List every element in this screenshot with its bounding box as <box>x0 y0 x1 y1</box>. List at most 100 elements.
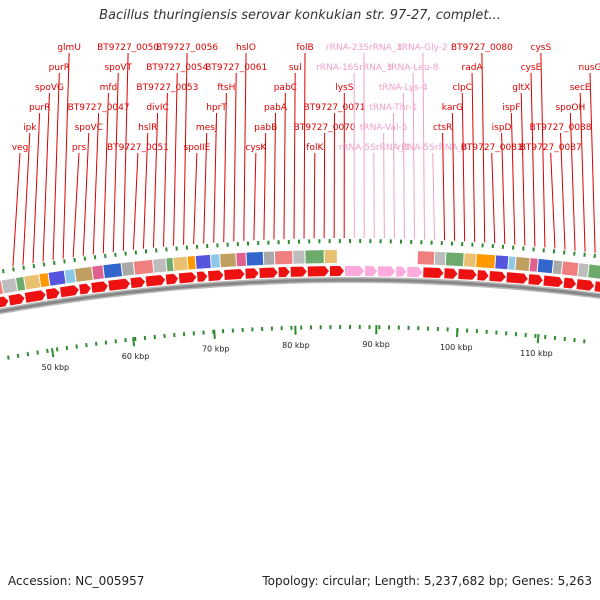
gene-arrow <box>444 268 458 279</box>
outer-tick <box>32 263 36 269</box>
gene-label: purR <box>49 63 70 73</box>
label-callout <box>32 112 41 264</box>
label-callout <box>589 72 596 254</box>
label-callout <box>579 92 586 252</box>
feature-block <box>274 250 293 265</box>
inner-tick <box>46 348 49 354</box>
gene-label: sul <box>289 63 302 73</box>
label-callout <box>283 92 286 240</box>
label-callout <box>471 72 476 242</box>
gene-arrow <box>307 266 329 277</box>
feature-block <box>48 270 66 286</box>
major-tick <box>455 327 459 338</box>
gene-label: BT9727_0070 <box>294 123 356 133</box>
label-callout <box>72 152 80 258</box>
gene-label: ispF <box>502 103 520 113</box>
gene-label: karG <box>442 103 463 113</box>
feature-block <box>103 263 123 279</box>
major-tick <box>50 348 55 358</box>
feature-block <box>463 253 476 267</box>
gene-arrow <box>165 273 179 285</box>
label-callout <box>481 52 486 243</box>
axis-tick-label: 110 kbp <box>520 349 553 358</box>
gene-label: mesJ <box>196 123 218 133</box>
label-callout <box>293 72 296 239</box>
feature-block <box>417 251 435 265</box>
label-callout <box>233 72 237 242</box>
label-callout <box>520 92 526 246</box>
gene-arrow <box>563 277 577 289</box>
gene-arrow <box>423 267 444 279</box>
gene-label: BT9727_0088 <box>530 123 592 133</box>
gene-arrow <box>259 267 278 279</box>
gene-label: BT9727_0047 <box>68 103 130 113</box>
gene-label: rRNA-23SrRNA_3 <box>326 43 402 53</box>
label-callout <box>383 132 385 239</box>
gene-arrow <box>178 272 197 284</box>
gene-label: spoVG <box>35 83 64 93</box>
feature-block <box>537 258 554 274</box>
label-callout <box>102 92 109 254</box>
gene-arrow <box>329 266 344 277</box>
feature-block <box>187 256 196 270</box>
inner-tick <box>26 352 30 357</box>
label-callout <box>432 152 436 240</box>
feature-block <box>0 280 4 295</box>
gene-label: BT9727_0053 <box>136 83 198 93</box>
feature-block <box>305 250 324 264</box>
gene-arrow <box>79 283 91 295</box>
gene-label: BT9727_0071 <box>303 103 365 113</box>
gene-label: hslR <box>138 123 157 133</box>
gene-label: hprT <box>206 103 227 113</box>
inner-tick <box>65 345 69 351</box>
label-callout <box>92 112 100 255</box>
label-callout <box>263 132 267 240</box>
gene-label: BT9727_0087 <box>520 143 582 153</box>
gene-arrow <box>207 270 224 282</box>
label-callout <box>303 52 306 239</box>
outer-tick <box>12 267 15 272</box>
gene-label: secE <box>570 83 591 93</box>
rna-arrow <box>344 266 365 277</box>
gene-arrow <box>594 281 600 292</box>
feature-block <box>445 252 464 267</box>
feature-block <box>552 260 563 275</box>
gene-label: pabA <box>264 103 288 113</box>
gene-label: BT9727_0081 <box>461 143 523 153</box>
feature-block <box>515 256 530 272</box>
feature-block <box>293 250 305 264</box>
outer-tick <box>52 260 56 266</box>
feature-block <box>561 261 579 277</box>
gene-label: prs <box>72 143 86 153</box>
inner-tick <box>75 344 78 349</box>
feature-block <box>166 257 174 272</box>
rna-arrow <box>396 266 407 277</box>
outer-tick <box>73 257 76 263</box>
gene-arrow <box>91 281 108 293</box>
major-tick <box>132 337 136 347</box>
gene-label: cysS <box>531 43 552 53</box>
feature-block <box>529 258 538 272</box>
feature-block <box>173 256 188 271</box>
feature-block <box>263 251 275 265</box>
gene-label: rRNA-5SrRNA_4 <box>398 143 469 153</box>
axis-tick-label: 70 kbp <box>202 345 230 354</box>
label-callout <box>223 92 227 242</box>
gene-label: veg <box>12 143 29 153</box>
feature-block <box>246 251 264 266</box>
axis-tick-label: 100 kbp <box>440 343 473 352</box>
outer-tick <box>63 259 66 264</box>
gene-arrow <box>224 269 245 280</box>
gene-label: tRNA-Lys-4 <box>379 83 428 93</box>
backbone-line <box>0 278 600 313</box>
label-callout <box>243 52 247 241</box>
gene-arrow <box>108 278 130 291</box>
gene-arrow <box>245 268 259 279</box>
feature-block <box>476 254 496 269</box>
feature-block <box>74 266 93 282</box>
feature-block <box>195 254 211 269</box>
label-callout <box>461 92 466 242</box>
accession-label: Accession: NC_005957 <box>8 574 145 588</box>
